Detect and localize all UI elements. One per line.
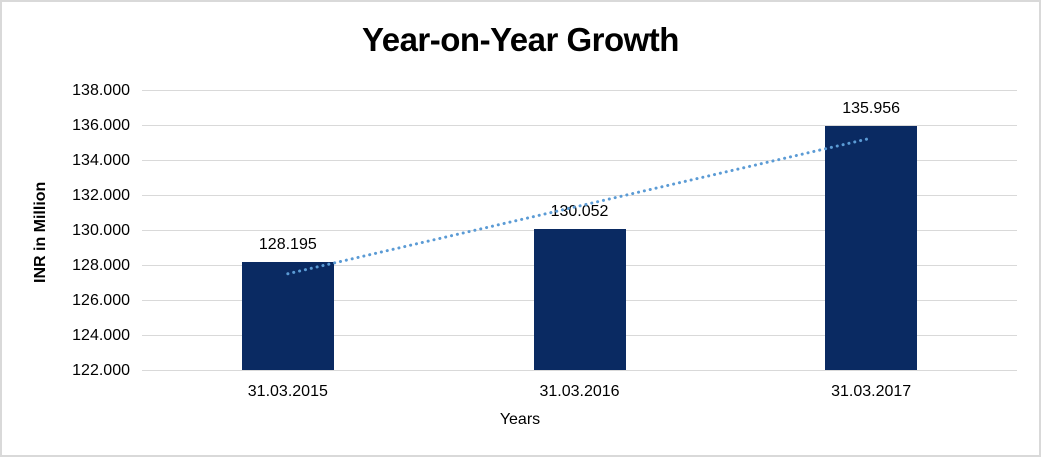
y-tick-label: 122.000 [72,362,130,379]
y-tick-label: 128.000 [72,257,130,274]
x-category-label: 31.03.2017 [831,383,912,400]
gridline [142,160,1017,161]
y-tick-label: 136.000 [72,117,130,134]
trendline-svg [286,136,873,276]
bar [533,229,626,370]
bar [241,261,334,370]
gridline [142,370,1017,371]
bar-data-label: 130.052 [550,203,609,221]
gridline [142,90,1017,91]
x-category-label: 31.03.2015 [247,383,328,400]
bar-data-label: 128.195 [258,235,317,253]
y-tick-label: 130.000 [72,222,130,239]
bar-data-label: 135.956 [842,99,901,117]
bar [825,125,918,370]
y-tick-label: 124.000 [72,327,130,344]
chart-title: Year-on-Year Growth [362,21,679,58]
y-tick-label: 138.000 [72,82,130,99]
x-axis-title: Years [499,411,541,428]
gridline [142,195,1017,196]
y-tick-label: 134.000 [72,152,130,169]
x-category-label: 31.03.2016 [539,383,620,400]
trendline [286,136,873,276]
y-tick-label: 132.000 [72,187,130,204]
y-tick-label: 126.000 [72,292,130,309]
gridline [142,125,1017,126]
